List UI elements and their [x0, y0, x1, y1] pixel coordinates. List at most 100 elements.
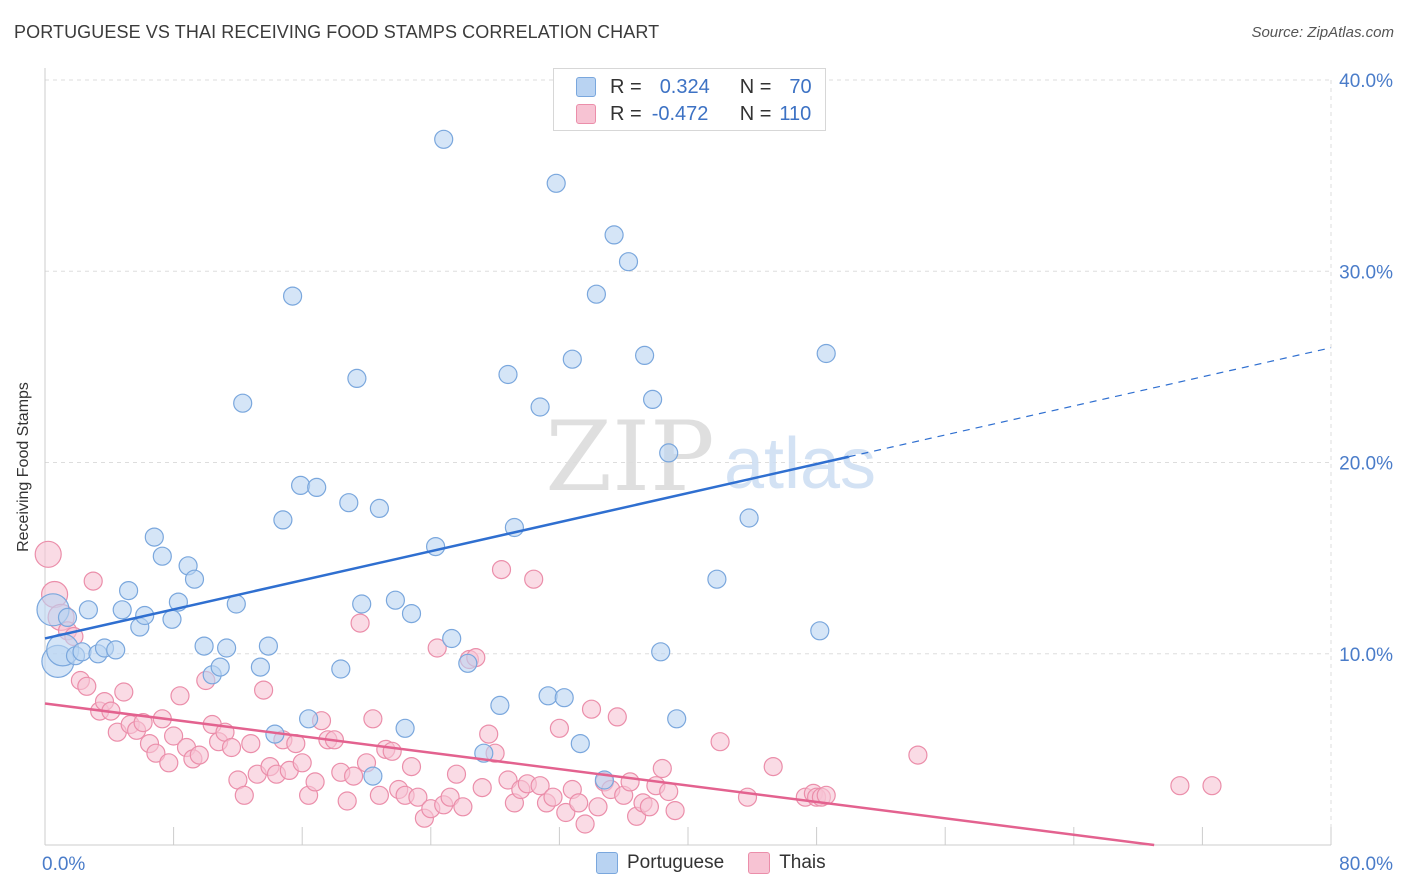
portuguese-point [554, 688, 574, 708]
axes [44, 68, 1332, 846]
portuguese-point [369, 498, 389, 518]
thais-point [1202, 776, 1222, 796]
portuguese-point [72, 642, 92, 662]
thais-point [363, 709, 383, 729]
portuguese-point [283, 286, 303, 306]
thais-point [350, 613, 370, 633]
portuguese-point [586, 284, 607, 304]
portuguese-point [618, 252, 639, 272]
legend-item-portuguese: Portuguese [596, 852, 724, 874]
portuguese-point [347, 368, 367, 388]
thais-point [159, 753, 179, 773]
portuguese-point [546, 173, 566, 193]
thais-point [581, 699, 602, 719]
portuguese-point [106, 640, 126, 660]
thais-point [401, 756, 422, 777]
thais-point [479, 724, 499, 744]
thais-point [491, 559, 512, 580]
thais-point [408, 787, 428, 807]
thais-point [292, 753, 312, 773]
thais-point [908, 745, 928, 765]
thais-point [652, 758, 672, 779]
portuguese-point [363, 766, 383, 786]
portuguese-point [299, 709, 319, 729]
thais-point [440, 787, 460, 807]
correlation-legend: R = 0.324 N = 70 R = -0.472 N = 110 [553, 68, 826, 131]
portuguese-point [112, 600, 132, 620]
portuguese-trend-extension [848, 347, 1332, 458]
portuguese-point [810, 621, 830, 641]
legend-row-thais: R = -0.472 N = 110 [576, 102, 811, 126]
thais-point [221, 737, 242, 758]
portuguese-point [57, 607, 78, 628]
tick-labels: 10.0% 20.0% 30.0% 40.0% 0.0% 80.0% [42, 71, 1393, 875]
thais-point [556, 802, 576, 823]
portuguese-point [659, 443, 679, 463]
chart-title: PORTUGUESE VS THAI RECEIVING FOOD STAMPS… [14, 22, 660, 42]
thais-point [659, 781, 679, 802]
thais-point [83, 571, 103, 591]
portuguese-point [217, 638, 237, 658]
thais-point [114, 682, 134, 702]
thais-point [133, 712, 153, 733]
thais-point [549, 718, 570, 738]
blue-swatch-icon [596, 852, 618, 874]
r-value: 0.324 [659, 75, 710, 98]
portuguese-point [642, 389, 663, 409]
y-tick-label: 30.0% [1339, 262, 1393, 283]
portuguese-point [498, 364, 518, 385]
r-label: R = [610, 75, 642, 98]
portuguese-point [273, 510, 293, 530]
portuguese-point [152, 546, 172, 566]
portuguese-trend-line [44, 455, 850, 640]
thais-point [524, 569, 544, 589]
n-value: 110 [779, 102, 812, 125]
portuguese-point [816, 343, 836, 364]
portuguese-point [426, 536, 446, 557]
pink-swatch-icon [748, 852, 771, 874]
thais-point [337, 791, 357, 811]
thais-point [763, 756, 783, 777]
portuguese-point [604, 225, 624, 245]
watermark: ZIP atlas [545, 401, 876, 513]
watermark-atlas: atlas [724, 424, 876, 504]
portuguese-points [36, 129, 836, 790]
portuguese-point [339, 493, 359, 513]
thais-point [427, 638, 447, 658]
thais-point [254, 680, 274, 700]
thais-point [382, 741, 402, 761]
portuguese-point [651, 642, 671, 662]
thais-point [472, 777, 492, 798]
portuguese-point [210, 657, 230, 677]
portuguese-point [538, 686, 558, 706]
thais-point [170, 686, 190, 706]
thais-point [344, 766, 364, 786]
thais-point [241, 733, 261, 754]
thais-point [369, 785, 389, 805]
thais-points [34, 540, 1222, 834]
portuguese-point [562, 349, 582, 369]
legend-item-thais: Thais [748, 852, 826, 874]
portuguese-point [144, 527, 164, 547]
portuguese-point [530, 397, 550, 417]
thais-point [639, 797, 660, 817]
thais-point [234, 785, 254, 805]
thais-point [1170, 776, 1190, 796]
portuguese-point [667, 709, 687, 729]
thais-point [575, 814, 595, 834]
portuguese-point [442, 628, 462, 649]
source-label: Source: ZipAtlas.com [1251, 24, 1394, 41]
thais-point [34, 540, 62, 568]
portuguese-point [331, 659, 351, 679]
portuguese-point [739, 508, 759, 528]
thais-point [588, 797, 608, 817]
portuguese-point [184, 569, 205, 589]
portuguese-point [634, 345, 655, 365]
portuguese-point [490, 695, 510, 716]
pink-swatch-icon [576, 104, 596, 124]
portuguese-point [401, 603, 422, 624]
portuguese-point [162, 609, 182, 629]
thais-point [446, 764, 467, 784]
n-label: N = [739, 102, 772, 125]
n-label: N = [739, 75, 772, 98]
